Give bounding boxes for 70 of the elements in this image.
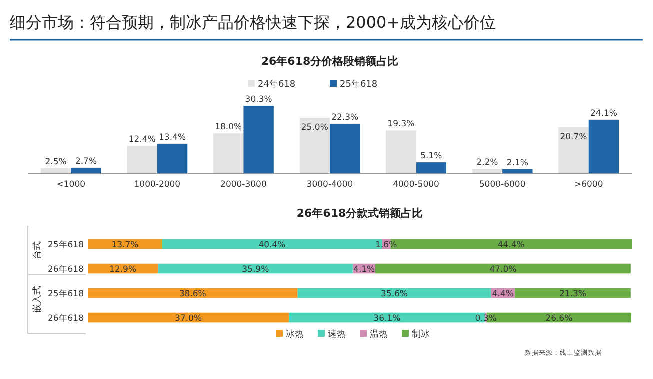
data-label: 4.1% [354,264,376,275]
bar [515,288,631,298]
x-tick-label: >6000 [574,180,604,190]
data-label: 2.1% [506,158,528,168]
data-label: 30.3% [245,95,272,105]
data-label: 40.4% [258,240,286,250]
x-tick-label: 1000-2000 [134,180,181,190]
bar [298,288,492,298]
data-label: 38.6% [179,289,206,300]
bar [244,106,274,174]
bar [588,120,620,174]
data-label: 2.7% [75,156,98,167]
text: 嵌入式 [32,286,43,313]
x-tick-label: 5000-6000 [479,180,526,190]
x-tick-label: <1000 [56,180,86,190]
data-label: 22.3% [332,112,359,123]
data-label: 26.6% [546,314,573,324]
y-tick-label: 26年618 [48,264,84,275]
data-label: 25.0% [301,122,328,133]
data-label: 36.1% [374,314,401,324]
bar [214,134,244,174]
bar [158,264,354,274]
data-label: 37.0% [175,314,202,324]
chart-subtitle: 26年618分价格段销额占比 [261,55,399,68]
data-label: 13.7% [112,240,139,250]
data-label: 24.1% [590,108,618,119]
y-tick-label: 25年618 [48,288,84,300]
data-label: 4.4% [492,289,514,300]
x-tick-label: 2000-3000 [220,180,267,190]
data-label: 12.9% [110,264,137,275]
bar [375,264,631,274]
legend-label: 24年618 [258,79,296,90]
data-label: 44.4% [498,240,525,250]
bar [386,130,416,174]
data-label: 5.1% [420,152,442,162]
data-label: 12.4% [128,135,156,146]
bar [88,312,290,323]
data-label: 0.3% [475,314,497,324]
y-tick-label: 26年618 [48,312,84,324]
data-label: 20.7% [560,132,588,143]
data-label: 1.6% [376,240,398,250]
bar [330,124,360,174]
bar [88,288,298,298]
data-label: 2.5% [45,157,67,168]
data-label: 21.3% [560,289,587,300]
bar [71,168,102,174]
legend-label: 温热 [370,329,388,340]
data-label: 35.9% [242,264,270,275]
legend-label: 制冰 [412,329,430,340]
bar [558,128,589,174]
legend-label: 25年618 [340,79,378,90]
data-label: 35.6% [381,289,408,300]
legend-label: 冰热 [286,329,304,340]
bar [472,169,503,174]
chart-title: 26年618分款式销额占比 [296,207,424,220]
data-label: 47.0% [490,264,517,275]
x-tick-label: 3000-4000 [306,180,354,190]
bar [127,146,158,174]
legend-label: 速热 [328,329,346,340]
data-label: 18.0% [215,122,242,133]
data-label: 2.2% [476,158,498,168]
text: 台式 [32,242,43,260]
x-tick-label: 4000-5000 [393,180,440,190]
bar [300,118,330,174]
data-label: 13.4% [159,132,186,143]
bar [157,144,188,174]
y-tick-label: 25年618 [48,239,84,250]
chart-title: 细分市场：符合预期，制冰产品价格快速下探，2000+成为核心价位 [10,13,496,32]
data-label: 19.3% [388,120,415,130]
bar [416,162,446,174]
